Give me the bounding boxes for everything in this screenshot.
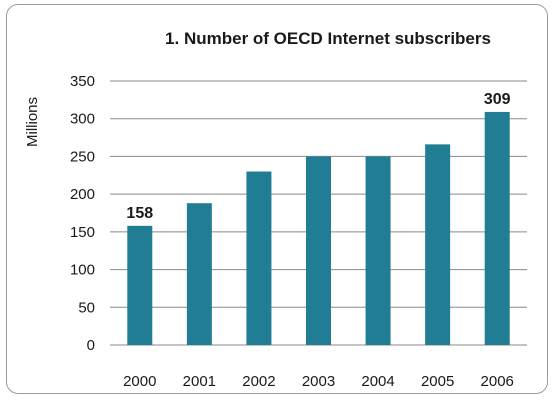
- y-tick-4: 200: [70, 186, 95, 203]
- y-axis-label: Millions: [24, 97, 41, 147]
- x-tick-6: 2006: [481, 373, 514, 390]
- y-tick-5: 250: [70, 148, 95, 165]
- y-tick-7: 350: [70, 73, 95, 90]
- y-tick-2: 100: [70, 262, 95, 279]
- y-tick-0: 0: [87, 337, 95, 354]
- bar-2002: [246, 171, 272, 345]
- x-tick-3: 2003: [302, 373, 335, 390]
- chart-frame: [6, 4, 548, 394]
- bar-2006: [484, 111, 510, 345]
- x-tick-0: 2000: [123, 373, 156, 390]
- x-tick-1: 2001: [183, 373, 216, 390]
- bar-2003: [306, 156, 331, 345]
- y-tick-6: 300: [70, 111, 95, 128]
- bar-2005: [425, 144, 451, 345]
- data-label-2006: 309: [484, 91, 511, 108]
- x-tick-labels: 2000 2001 2002 2003 2004 2005 2006: [123, 373, 514, 390]
- bar-2001: [186, 203, 212, 345]
- bar-2000: [127, 225, 153, 345]
- data-labels: 158 309: [126, 91, 510, 222]
- bar-2004: [365, 156, 391, 345]
- x-tick-5: 2005: [421, 373, 454, 390]
- x-tick-4: 2004: [361, 373, 394, 390]
- y-tick-3: 150: [70, 224, 95, 241]
- data-label-2000: 158: [126, 205, 153, 222]
- chart-title: 1. Number of OECD Internet subscribers: [165, 29, 491, 48]
- bars: [127, 111, 510, 345]
- y-tick-1: 50: [78, 299, 95, 316]
- y-tick-labels: 0 50 100 150 200 250 300 350: [70, 73, 95, 354]
- x-tick-2: 2002: [242, 373, 275, 390]
